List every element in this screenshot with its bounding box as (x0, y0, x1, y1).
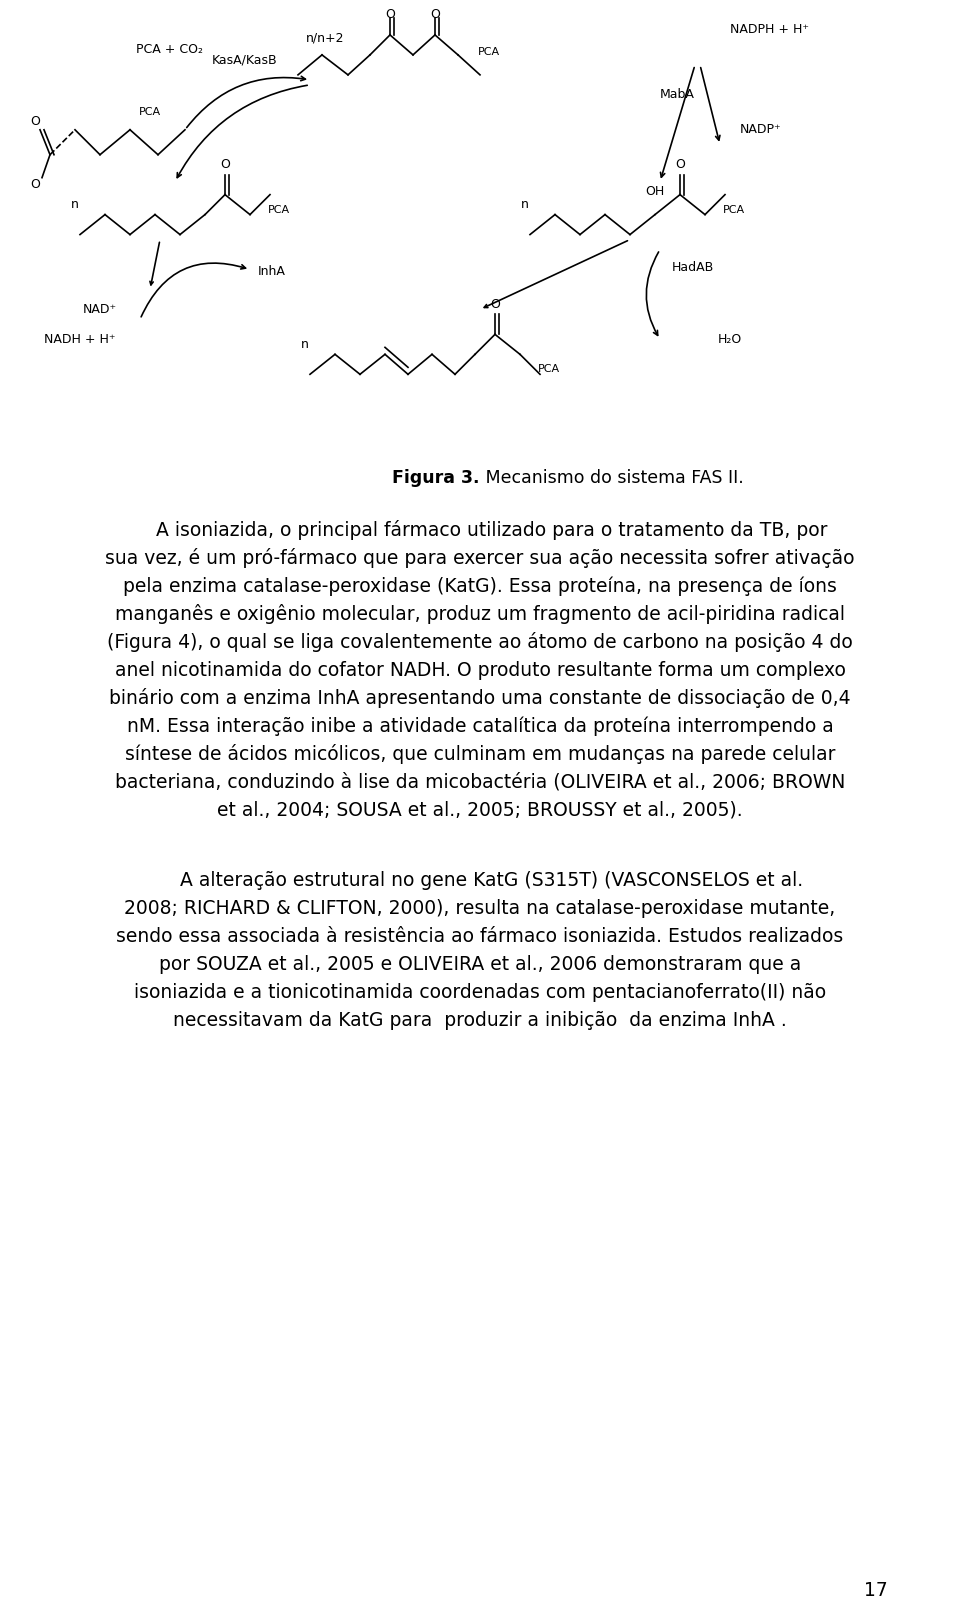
FancyArrowPatch shape (701, 68, 720, 140)
FancyArrowPatch shape (141, 263, 246, 317)
Text: pela enzima catalase-peroxidase (KatG). Essa proteína, na presença de íons: pela enzima catalase-peroxidase (KatG). … (123, 577, 837, 596)
Text: PCA: PCA (538, 364, 560, 374)
Text: OH: OH (645, 185, 664, 198)
Text: 2008; RICHARD & CLIFTON, 2000), resulta na catalase-peroxidase mutante,: 2008; RICHARD & CLIFTON, 2000), resulta … (125, 899, 835, 918)
FancyArrowPatch shape (178, 85, 307, 177)
Text: isoniazida e a tionicotinamida coordenadas com pentacianoferrato(II) não: isoniazida e a tionicotinamida coordenad… (134, 983, 826, 1002)
Text: A isoniazida, o principal fármaco utilizado para o tratamento da TB, por: A isoniazida, o principal fármaco utiliz… (132, 520, 828, 540)
Text: PCA: PCA (478, 47, 500, 56)
FancyArrowPatch shape (646, 251, 659, 335)
Text: 17: 17 (864, 1580, 888, 1600)
Text: PCA: PCA (268, 205, 290, 214)
Text: O: O (675, 158, 684, 171)
Text: O: O (220, 158, 230, 171)
Text: (Figura 4), o qual se liga covalentemente ao átomo de carbono na posição 4 do: (Figura 4), o qual se liga covalentement… (108, 632, 852, 652)
Text: MabA: MabA (660, 89, 695, 101)
Text: PCA: PCA (139, 106, 161, 116)
Text: anel nicotinamida do cofator NADH. O produto resultante forma um complexo: anel nicotinamida do cofator NADH. O pro… (114, 661, 846, 680)
Text: sendo essa associada à resistência ao fármaco isoniazida. Estudos realizados: sendo essa associada à resistência ao fá… (116, 926, 844, 946)
Text: n/n+2: n/n+2 (305, 32, 345, 45)
Text: et al., 2004; SOUSA et al., 2005; BROUSSY et al., 2005).: et al., 2004; SOUSA et al., 2005; BROUSS… (217, 801, 743, 820)
Text: n: n (301, 338, 309, 351)
FancyArrowPatch shape (150, 242, 159, 285)
Text: NADPH + H⁺: NADPH + H⁺ (730, 24, 809, 37)
Text: O: O (430, 8, 440, 21)
Text: H₂O: H₂O (718, 333, 742, 346)
Text: NAD⁺: NAD⁺ (83, 303, 117, 316)
Text: nM. Essa interação inibe a atividade catalítica da proteína interrompendo a: nM. Essa interação inibe a atividade cat… (127, 717, 833, 736)
Text: manganês e oxigênio molecular, produz um fragmento de acil-piridina radical: manganês e oxigênio molecular, produz um… (115, 604, 845, 623)
Text: n: n (71, 198, 79, 211)
Text: O: O (385, 8, 395, 21)
Text: Mecanismo do sistema FAS II.: Mecanismo do sistema FAS II. (480, 469, 744, 487)
Text: bacteriana, conduzindo à lise da micobactéria (OLIVEIRA et al., 2006; BROWN: bacteriana, conduzindo à lise da micobac… (115, 773, 845, 791)
Text: O: O (490, 298, 500, 311)
Text: NADH + H⁺: NADH + H⁺ (44, 333, 116, 346)
Text: KasA/KasB: KasA/KasB (212, 53, 277, 66)
Text: HadAB: HadAB (672, 261, 714, 274)
Text: síntese de ácidos micólicos, que culminam em mudanças na parede celular: síntese de ácidos micólicos, que culmina… (125, 744, 835, 764)
Text: O: O (30, 116, 40, 129)
Text: binário com a enzima InhA apresentando uma constante de dissociação de 0,4: binário com a enzima InhA apresentando u… (109, 688, 851, 709)
Text: O: O (30, 179, 40, 192)
Text: NADP⁺: NADP⁺ (740, 124, 781, 137)
FancyArrowPatch shape (186, 76, 305, 127)
FancyArrowPatch shape (484, 240, 628, 308)
Text: por SOUZA et al., 2005 e OLIVEIRA et al., 2006 demonstraram que a: por SOUZA et al., 2005 e OLIVEIRA et al.… (158, 955, 802, 973)
Text: InhA: InhA (258, 264, 286, 279)
FancyArrowPatch shape (660, 68, 694, 177)
Text: PCA: PCA (723, 205, 745, 214)
Text: n: n (521, 198, 529, 211)
Text: necessitavam da KatG para  produzir a inibição  da enzima InhA .: necessitavam da KatG para produzir a ini… (173, 1010, 787, 1029)
Text: Figura 3.: Figura 3. (393, 469, 480, 487)
Text: A alteração estrutural no gene KatG (S315T) (VASCONSELOS et al.: A alteração estrutural no gene KatG (S31… (156, 870, 804, 889)
Text: PCA + CO₂: PCA + CO₂ (136, 43, 204, 56)
Text: sua vez, é um pró-fármaco que para exercer sua ação necessita sofrer ativação: sua vez, é um pró-fármaco que para exerc… (106, 548, 854, 569)
